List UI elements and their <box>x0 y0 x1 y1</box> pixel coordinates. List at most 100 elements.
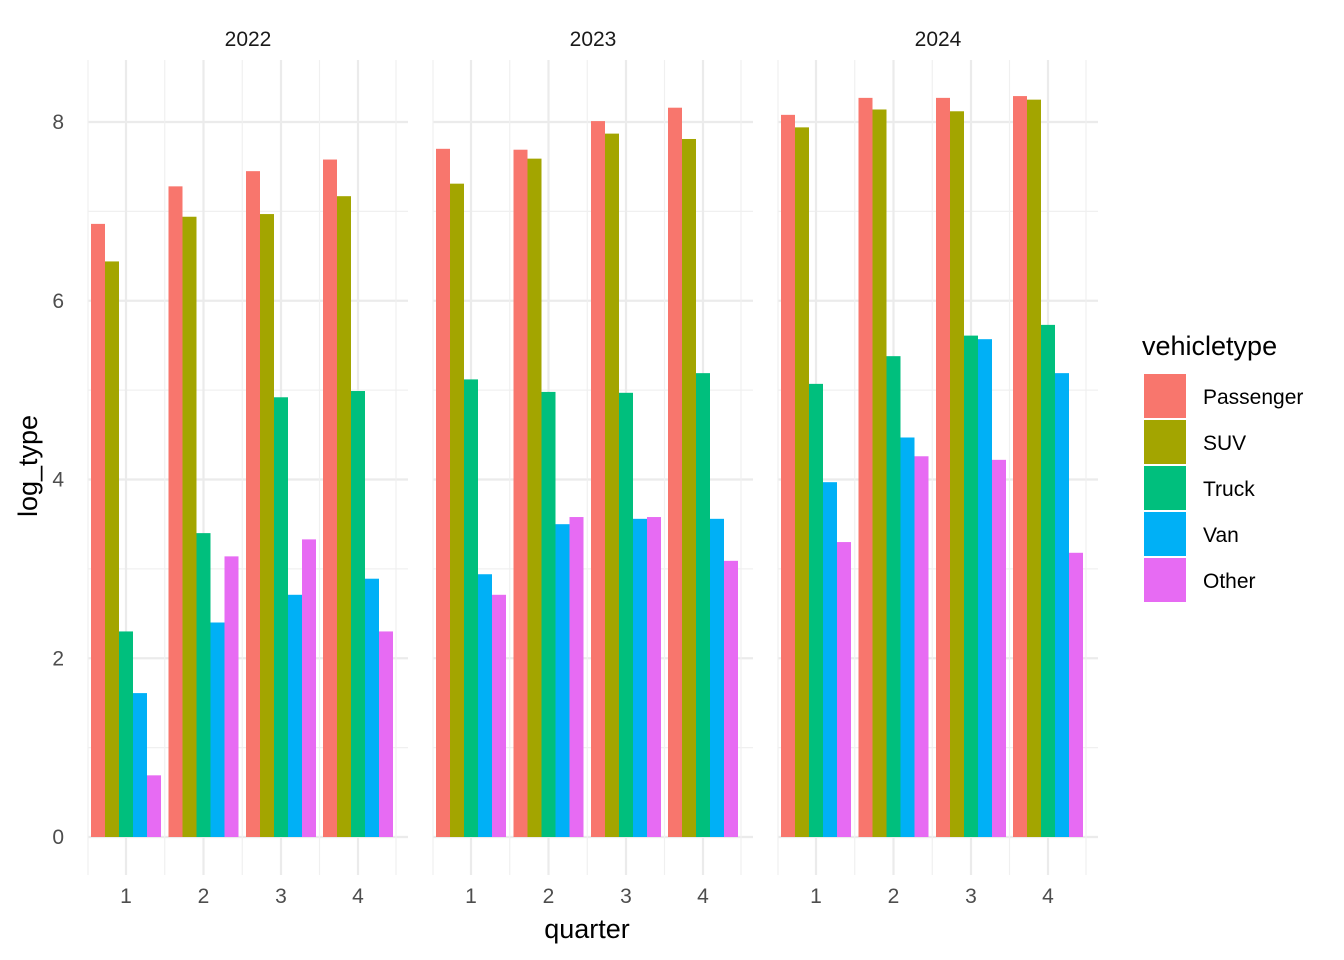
bar-suv-q2 <box>527 158 542 838</box>
x-tick-label: 2 <box>198 885 210 908</box>
bar-suv-q3 <box>950 111 964 837</box>
bar-passenger-q1 <box>436 148 450 837</box>
legend-swatch-van <box>1144 512 1186 556</box>
bar-other-q4 <box>724 560 738 837</box>
bar-truck-q4 <box>351 391 365 837</box>
bar-suv-q2 <box>182 216 197 838</box>
bar-truck-q3 <box>964 335 978 837</box>
bar-truck-q3 <box>619 392 633 837</box>
bar-suv-q4 <box>682 138 696 837</box>
legend-label: Passenger <box>1203 386 1303 409</box>
bar-passenger-q1 <box>781 114 795 838</box>
bar-suv-q2 <box>872 109 887 838</box>
y-tick-label: 6 <box>52 290 64 313</box>
bar-other-q2 <box>224 556 239 837</box>
x-tick-labels: 1 2 3 4 <box>465 885 709 908</box>
facet-panel-2023: 2023 1 2 3 4 <box>432 28 753 908</box>
bar-truck-q1 <box>809 383 823 837</box>
bar-truck-q3 <box>274 397 288 837</box>
y-tick-label: 8 <box>52 111 64 134</box>
bar-van-q1 <box>133 693 147 837</box>
bar-other-q3 <box>992 459 1006 837</box>
bar-van-q4 <box>1055 373 1069 837</box>
bar-other-q3 <box>302 539 316 837</box>
legend: vehicletype Passenger SUV Truck Van Other <box>1142 331 1303 602</box>
bar-passenger-q3 <box>591 121 605 837</box>
x-axis-title: quarter <box>544 914 630 944</box>
bar-truck-q2 <box>886 356 901 837</box>
x-tick-label: 1 <box>810 885 822 908</box>
bar-suv-q4 <box>1027 99 1041 837</box>
bar-other-q4 <box>379 631 393 837</box>
facet-strip-label: 2023 <box>570 28 617 51</box>
bar-passenger-q4 <box>323 159 337 838</box>
x-tick-label: 4 <box>1042 885 1054 908</box>
bar-passenger-q4 <box>1013 96 1027 838</box>
x-tick-label: 3 <box>965 885 977 908</box>
bar-suv-q3 <box>260 214 274 837</box>
x-tick-label: 2 <box>543 885 555 908</box>
x-tick-label: 1 <box>465 885 477 908</box>
bars <box>436 107 738 838</box>
bar-passenger-q2 <box>168 186 183 838</box>
x-tick-labels: 1 2 3 4 <box>810 885 1054 908</box>
bar-van-q3 <box>288 594 302 837</box>
legend-swatch-suv <box>1144 420 1186 464</box>
y-tick-label: 4 <box>52 469 64 492</box>
bar-other-q1 <box>147 775 161 837</box>
bar-van-q1 <box>478 574 492 837</box>
bar-other-q2 <box>569 517 584 837</box>
bar-other-q2 <box>914 456 929 837</box>
bar-van-q2 <box>900 437 915 837</box>
bar-van-q2 <box>210 622 225 837</box>
bar-truck-q2 <box>196 533 211 837</box>
bars <box>781 96 1083 838</box>
legend-label: SUV <box>1203 432 1246 455</box>
bar-passenger-q3 <box>246 171 260 837</box>
legend-swatch-passenger <box>1144 374 1186 418</box>
bar-passenger-q2 <box>858 97 873 837</box>
bar-truck-q4 <box>696 373 710 837</box>
bar-truck-q2 <box>541 391 556 837</box>
x-tick-label: 4 <box>352 885 364 908</box>
bar-suv-q1 <box>105 261 119 837</box>
y-axis: 0 2 4 6 8 <box>52 111 64 849</box>
bar-suv-q1 <box>795 127 809 838</box>
bar-truck-q1 <box>464 379 478 837</box>
x-tick-label: 3 <box>275 885 287 908</box>
facet-panels: 2022 1 2 3 4 2023 1 2 3 4 2024 1 2 3 4 <box>87 28 1098 908</box>
x-tick-label: 3 <box>620 885 632 908</box>
bar-van-q1 <box>823 482 837 837</box>
facet-panel-2024: 2024 1 2 3 4 <box>777 28 1098 908</box>
bar-other-q1 <box>492 594 506 837</box>
bar-suv-q1 <box>450 183 464 837</box>
bar-other-q1 <box>837 542 851 837</box>
y-tick-label: 0 <box>52 826 64 849</box>
legend-label: Truck <box>1203 478 1255 501</box>
facet-strip-label: 2022 <box>225 28 272 51</box>
bar-other-q3 <box>647 517 661 837</box>
y-tick-label: 2 <box>52 647 64 670</box>
bar-van-q2 <box>555 524 570 837</box>
x-tick-labels: 1 2 3 4 <box>120 885 364 908</box>
legend-swatch-truck <box>1144 466 1186 510</box>
bar-passenger-q2 <box>513 149 528 838</box>
legend-swatch-other <box>1144 558 1186 602</box>
bar-van-q3 <box>978 339 992 837</box>
bar-passenger-q1 <box>91 223 105 837</box>
x-tick-label: 4 <box>697 885 709 908</box>
bar-truck-q1 <box>119 631 133 837</box>
bar-suv-q4 <box>337 196 351 837</box>
x-tick-label: 1 <box>120 885 132 908</box>
bar-other-q4 <box>1069 552 1083 837</box>
bar-van-q3 <box>633 518 647 837</box>
legend-title: vehicletype <box>1142 331 1277 361</box>
facet-strip-label: 2024 <box>915 28 962 51</box>
facet-panel-2022: 2022 1 2 3 4 <box>87 28 408 908</box>
x-tick-label: 2 <box>888 885 900 908</box>
bar-van-q4 <box>365 578 379 837</box>
legend-label: Other <box>1203 570 1256 593</box>
bar-passenger-q4 <box>668 107 682 837</box>
bar-van-q4 <box>710 518 724 837</box>
